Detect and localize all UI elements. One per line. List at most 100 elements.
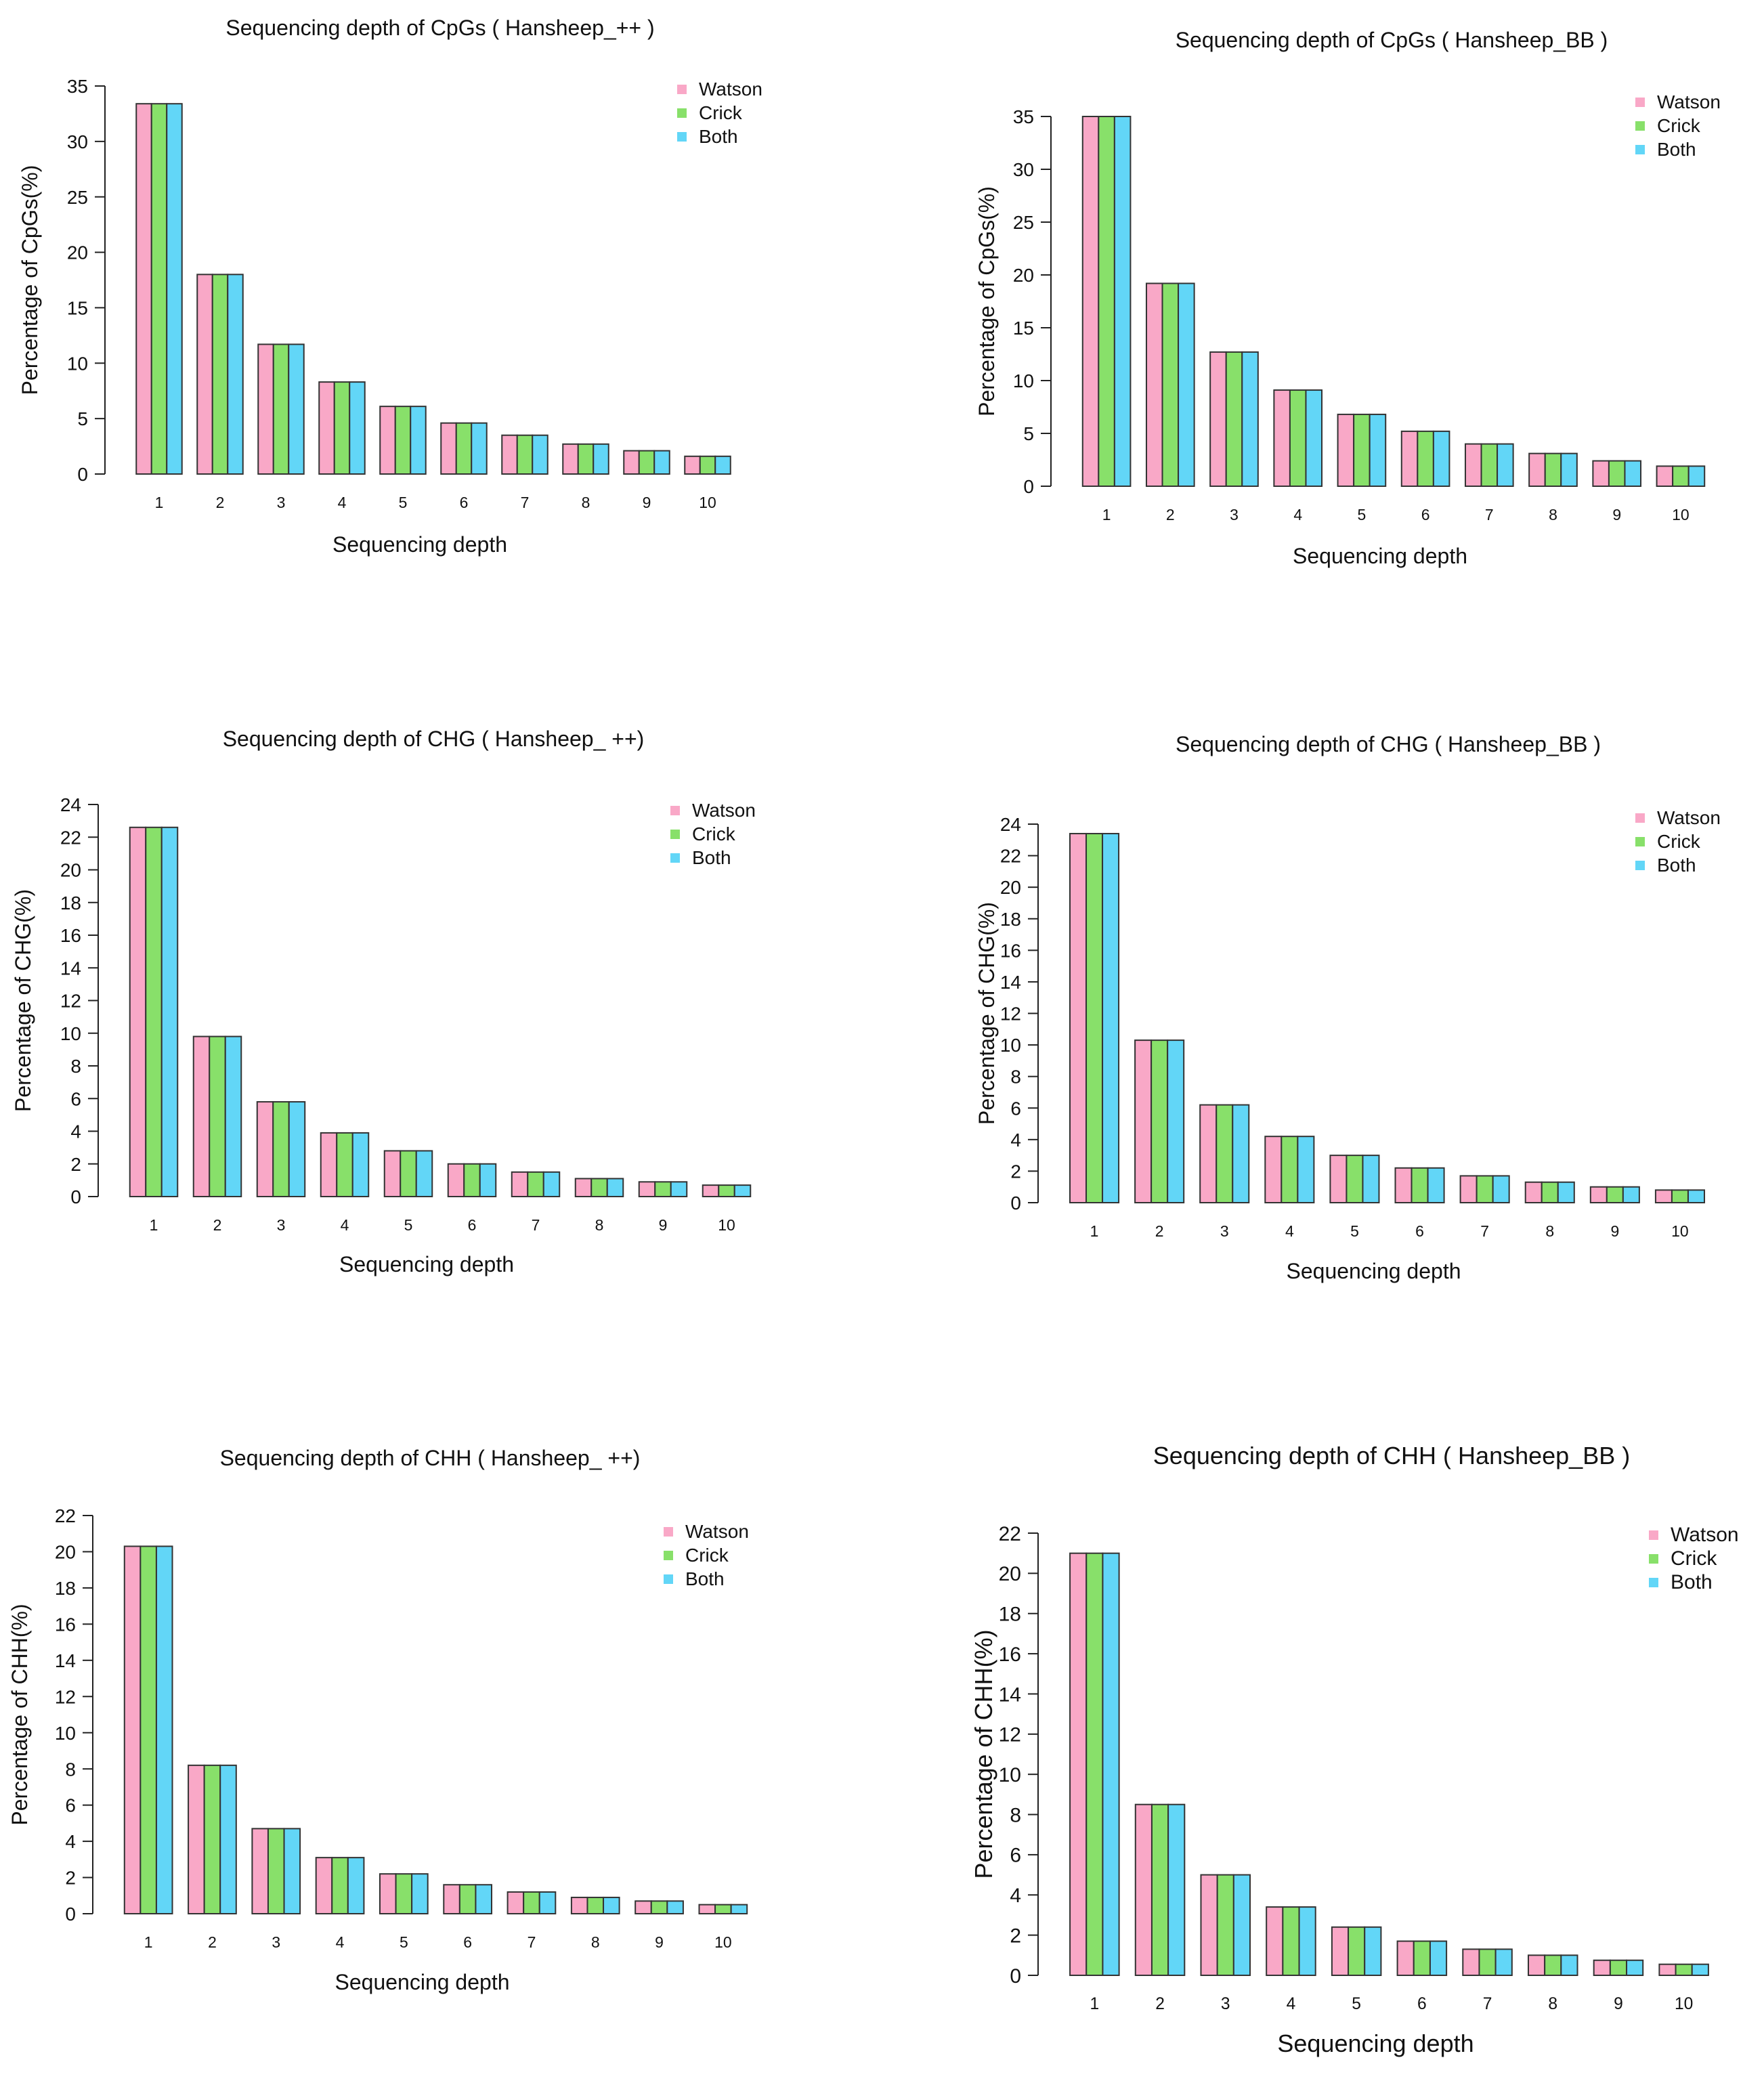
y-tick-label: 12: [1000, 1004, 1021, 1025]
bar-watson: [318, 381, 335, 475]
bar-both: [1232, 1104, 1250, 1204]
bar-both: [1560, 452, 1578, 488]
y-tick-label: 22: [60, 827, 81, 848]
bar-crick: [1225, 351, 1243, 487]
bar-watson: [256, 1101, 274, 1198]
bar-crick: [1671, 1189, 1689, 1203]
x-tick-label: 7: [521, 494, 530, 511]
bar-crick: [1411, 1167, 1429, 1204]
x-tick-label: 3: [272, 1933, 280, 1951]
bar-crick: [463, 1163, 481, 1197]
bar-crick: [699, 455, 716, 475]
x-tick-label: 3: [1230, 506, 1239, 523]
bar-watson: [320, 1132, 338, 1197]
bar-crick: [1672, 465, 1690, 487]
bar-both: [227, 274, 244, 475]
bar-both: [1241, 351, 1259, 487]
bar-watson: [1400, 430, 1419, 488]
y-tick-label: 18: [55, 1578, 76, 1599]
chart-chg-plusplus: Sequencing depth of CHG ( Hansheep_ ++) 0…: [11, 727, 756, 1276]
legend-label-crick: Crick: [1657, 115, 1701, 136]
bar-watson: [1394, 1167, 1413, 1204]
x-axis-label: Sequencing depth: [1293, 544, 1467, 568]
y-tick-label: 8: [65, 1759, 76, 1780]
y-tick-label: 16: [999, 1644, 1021, 1666]
legend-label-both: Both: [1657, 139, 1696, 160]
y-tick-label: 25: [1013, 212, 1034, 233]
bar-crick: [1282, 1906, 1300, 1977]
y-tick-label: 35: [67, 76, 88, 97]
y-tick-label: 4: [1010, 1885, 1021, 1907]
y-axis-label: Percentage of CpGs(%): [18, 165, 42, 395]
bar-both: [538, 1891, 557, 1914]
y-tick-label: 18: [999, 1604, 1021, 1626]
x-tick-label: 10: [699, 494, 716, 511]
y-axis-label: Percentage of CHG(%): [11, 889, 35, 1112]
x-tick-label: 8: [591, 1933, 600, 1951]
y-axis-label: Percentage of CpGs(%): [974, 186, 999, 416]
bar-watson: [123, 1545, 142, 1915]
y-tick-label: 4: [70, 1121, 81, 1142]
bar-crick: [590, 1178, 608, 1198]
y-tick-label: 22: [1000, 846, 1021, 867]
bar-watson: [1593, 1959, 1611, 1977]
x-tick-label: 6: [1417, 1995, 1427, 2013]
bar-both: [1297, 1136, 1315, 1203]
bar-both: [1560, 1954, 1578, 1976]
bar-both: [653, 450, 670, 475]
x-tick-label: 5: [1352, 1995, 1361, 2013]
x-tick-label: 3: [1220, 1222, 1229, 1240]
bar-crick: [1353, 413, 1371, 487]
bar-watson: [574, 1178, 593, 1198]
y-tick-label: 10: [1000, 1035, 1021, 1056]
bar-watson: [1396, 1940, 1415, 1976]
x-tick-label: 4: [341, 1216, 349, 1234]
bar-crick: [1478, 1948, 1497, 1976]
bar-watson: [511, 1171, 529, 1197]
x-tick-label: 3: [1221, 1995, 1230, 2013]
bar-crick: [1161, 282, 1180, 487]
x-tick-label: 8: [595, 1216, 604, 1234]
bar-watson: [634, 1900, 652, 1914]
x-tick-label: 4: [338, 494, 347, 511]
bar-both: [1298, 1906, 1316, 1977]
bar-crick: [1085, 832, 1104, 1204]
bar-crick: [714, 1904, 732, 1914]
y-axis-label: Percentage of CHG(%): [974, 902, 999, 1125]
x-tick-label: 1: [150, 1216, 158, 1234]
bar-crick: [400, 1150, 417, 1198]
y-tick-label: 15: [67, 298, 88, 319]
bar-both: [1362, 1155, 1380, 1203]
y-tick-label: 20: [1013, 265, 1034, 286]
x-tick-label: 7: [532, 1216, 540, 1234]
legend-swatch-watson: [664, 1527, 673, 1537]
legend-label-watson: Watson: [699, 79, 762, 100]
legend-label-crick: Crick: [685, 1545, 729, 1566]
bar-crick: [395, 1873, 413, 1915]
legend-swatch-watson: [670, 806, 680, 815]
bar-both: [670, 1181, 688, 1197]
legend-swatch-both: [1635, 861, 1645, 870]
y-tick-label: 0: [1010, 1193, 1021, 1214]
x-tick-label: 5: [400, 1933, 408, 1951]
bar-both: [1429, 1940, 1448, 1976]
bar-watson: [1069, 1552, 1088, 1976]
bar-crick: [1216, 1874, 1234, 1976]
legend-label-watson: Watson: [1657, 807, 1721, 828]
bar-crick: [336, 1132, 353, 1197]
bar-crick: [145, 826, 163, 1197]
x-tick-label: 10: [718, 1216, 735, 1234]
bar-watson: [1081, 116, 1100, 487]
y-tick-label: 6: [1010, 1098, 1021, 1119]
bar-both: [606, 1178, 624, 1198]
bar-crick: [139, 1545, 157, 1915]
bar-crick: [1675, 1963, 1693, 1976]
x-tick-label: 6: [468, 1216, 477, 1234]
bar-both: [1102, 1552, 1120, 1976]
y-tick-label: 20: [60, 860, 81, 881]
bar-both: [219, 1764, 237, 1914]
x-tick-label: 10: [1672, 506, 1690, 523]
legend-label-watson: Watson: [1671, 1524, 1739, 1546]
bar-watson: [447, 1163, 465, 1197]
x-tick-label: 4: [1293, 506, 1302, 523]
